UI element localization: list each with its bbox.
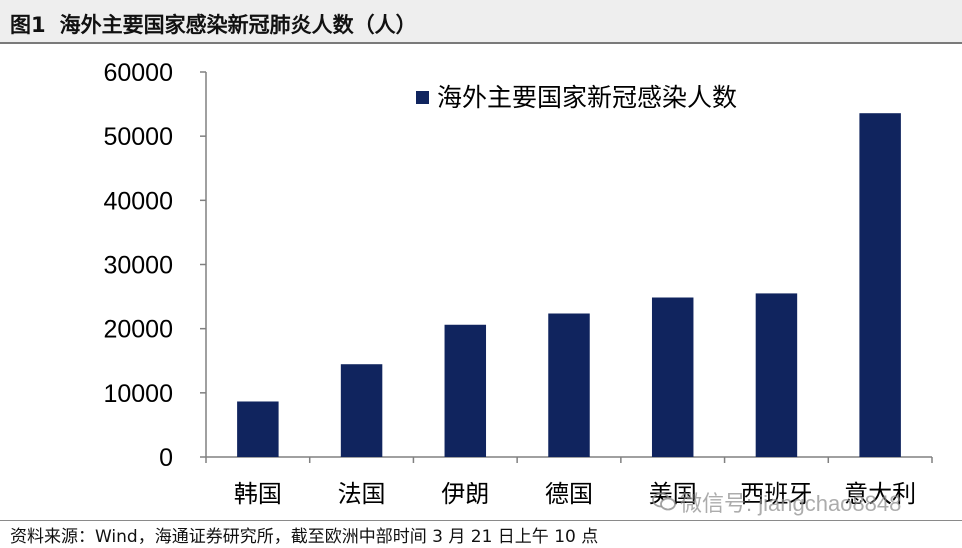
y-tick-label: 50000 [103,123,173,151]
y-tick-label: 20000 [103,316,173,344]
y-tick-label: 10000 [103,380,173,408]
y-axis: 0 10000 20000 30000 40000 50000 60000 [103,59,207,472]
bar [651,297,694,457]
figure-label: 图1 [10,13,46,37]
source-divider [0,520,962,521]
y-tick-label: 60000 [103,59,173,87]
x-tick-label: 伊朗 [441,481,489,508]
title-divider [0,42,962,44]
bar [340,364,383,457]
x-tick-label: 意大利 [844,481,916,508]
source-note: 资料来源：Wind，海通证券研究所，截至欧洲中部时间 3 月 21 日上午 10… [10,527,599,547]
bar [444,324,487,457]
y-tick-label: 30000 [103,252,173,280]
watermark: 微信号: jiangchao8848 [652,486,901,518]
x-tick-label: 西班牙 [740,481,812,508]
wechat-icon [652,492,676,518]
figure-title: 图1 海外主要国家感染新冠肺炎人数（人） [10,9,417,39]
watermark-text: 微信号: jiangchao8848 [680,491,902,516]
x-tick-label: 法国 [338,481,386,508]
x-axis: 韩国 法国 伊朗 德国 美国 西班牙 意大利 [205,456,933,508]
bar [755,293,798,457]
legend: 海外主要国家新冠感染人数 [416,84,737,112]
bar [548,313,590,457]
bar [859,113,901,458]
x-tick-label: 德国 [545,481,593,508]
bar [237,401,279,457]
bar-series [237,113,901,458]
bar-chart: 0 10000 20000 30000 40000 50000 60000 韩国 法国 伊朗 德国… [103,59,933,508]
y-tick-label: 0 [159,444,173,472]
y-tick-label: 40000 [103,187,173,215]
legend-swatch [416,91,429,104]
title-bar: 图1 海外主要国家感染新冠肺炎人数（人） [0,0,962,42]
x-tick-label: 韩国 [234,481,282,508]
legend-label: 海外主要国家新冠感染人数 [437,84,737,112]
figure-title-text: 海外主要国家感染新冠肺炎人数（人） [59,13,417,37]
